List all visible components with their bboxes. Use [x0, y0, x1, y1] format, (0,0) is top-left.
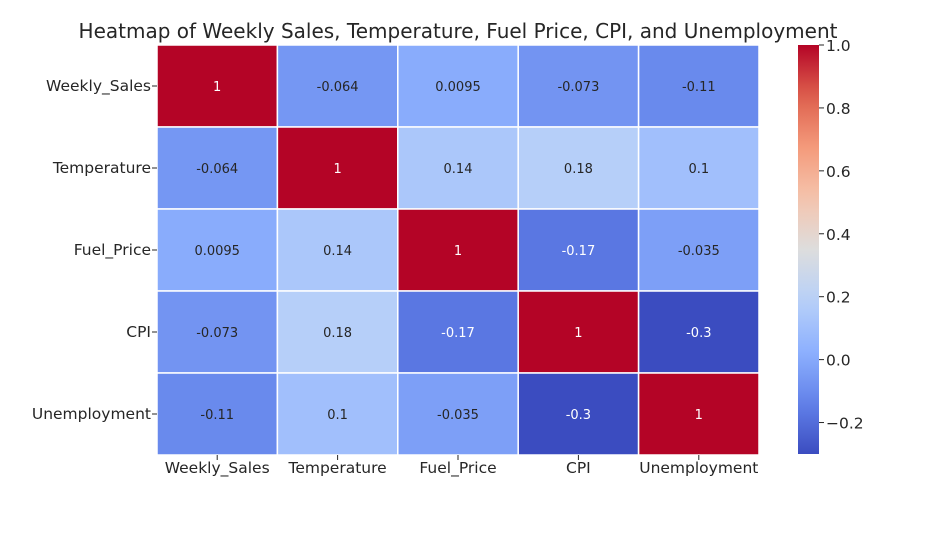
column-tick-label: Unemployment	[639, 459, 758, 477]
row-tick-label: Weekly_Sales	[46, 77, 151, 96]
heatmap-cell	[276, 44, 399, 128]
colorbar-tick-label: 1.0	[826, 37, 851, 55]
heatmap-cell	[637, 126, 760, 210]
cell-value-label: 1	[454, 244, 462, 259]
colorbar-tick-label: 0.6	[826, 163, 851, 181]
colorbar: 1.0 0.8 0.6 0.4 0.2 0.0 −0.2	[798, 37, 864, 454]
heatmap-cell	[517, 208, 640, 292]
cell-value-label: -0.073	[196, 326, 238, 341]
heatmap-cell	[637, 290, 760, 374]
cell-value-label: -0.17	[441, 326, 475, 341]
row-tick-labels: Weekly_Sales Temperature Fuel_Price CPI Unem…	[32, 77, 157, 423]
row-tick-label: Temperature	[52, 159, 151, 177]
colorbar-tick-label: 0.4	[826, 226, 851, 244]
chart-title: Heatmap of Weekly Sales, Temperature, Fu…	[79, 19, 838, 43]
cell-value-label: 1	[695, 408, 703, 423]
cell-value-label: 0.1	[327, 408, 348, 423]
cell-value-label: 0.0095	[435, 80, 481, 95]
column-tick-label: Fuel_Price	[419, 459, 496, 478]
cell-value-label: 0.14	[323, 244, 352, 259]
cell-value-label: -0.035	[678, 244, 720, 259]
column-tick-label: Weekly_Sales	[165, 459, 270, 478]
column-tick-labels: Weekly_Sales Temperature Fuel_Price CPI Unem…	[165, 455, 758, 478]
cell-value-label: -0.3	[686, 326, 711, 341]
heatmap-cell	[397, 126, 519, 210]
heatmap-cell	[276, 208, 399, 292]
heatmap-cell	[397, 372, 519, 456]
cell-value-label: 0.0095	[194, 244, 240, 259]
heatmap-cell	[156, 372, 279, 456]
cell-value-label: 0.18	[564, 162, 593, 177]
colorbar-gradient	[798, 45, 819, 454]
heatmap-cell	[276, 372, 399, 456]
cell-value-label: -0.073	[557, 80, 599, 95]
cell-value-label: -0.17	[562, 244, 596, 259]
column-tick-label: CPI	[566, 459, 591, 477]
cell-value-label: 0.1	[688, 162, 709, 177]
cell-value-label: -0.11	[200, 408, 234, 423]
cell-value-label: -0.3	[566, 408, 591, 423]
cell-value-label: 1	[213, 80, 221, 95]
cell-value-label: 1	[333, 162, 341, 177]
cell-value-label: -0.035	[437, 408, 479, 423]
heatmap-cell	[276, 290, 399, 374]
heatmap-cells: 1 -0.064 0.0095 -0.073 -0.11 -0.064 1 0.14 0.18 0…	[156, 44, 760, 456]
heatmap-cell	[397, 290, 519, 374]
heatmap-cell	[637, 372, 760, 456]
cell-value-label: -0.064	[317, 80, 359, 95]
heatmap-cell	[517, 290, 640, 374]
heatmap-cell	[156, 44, 279, 128]
colorbar-tick-label: 0.2	[826, 289, 851, 307]
row-tick-label: Unemployment	[32, 405, 151, 423]
colorbar-tick-label: 0.0	[826, 352, 851, 370]
colorbar-tick-label: 0.8	[826, 100, 851, 118]
row-tick-label: CPI	[126, 323, 151, 341]
cell-value-label: 1	[574, 326, 582, 341]
cell-value-label: -0.11	[682, 80, 716, 95]
cell-value-label: 0.18	[323, 326, 352, 341]
heatmap-cell	[397, 44, 519, 128]
cell-value-label: -0.064	[196, 162, 238, 177]
column-tick-label: Temperature	[288, 459, 387, 477]
colorbar-tick-label: −0.2	[826, 415, 864, 433]
heatmap-cell	[637, 208, 760, 292]
heatmap-cell	[517, 44, 640, 128]
row-tick-label: Fuel_Price	[74, 241, 151, 260]
cell-value-label: 0.14	[444, 162, 473, 177]
